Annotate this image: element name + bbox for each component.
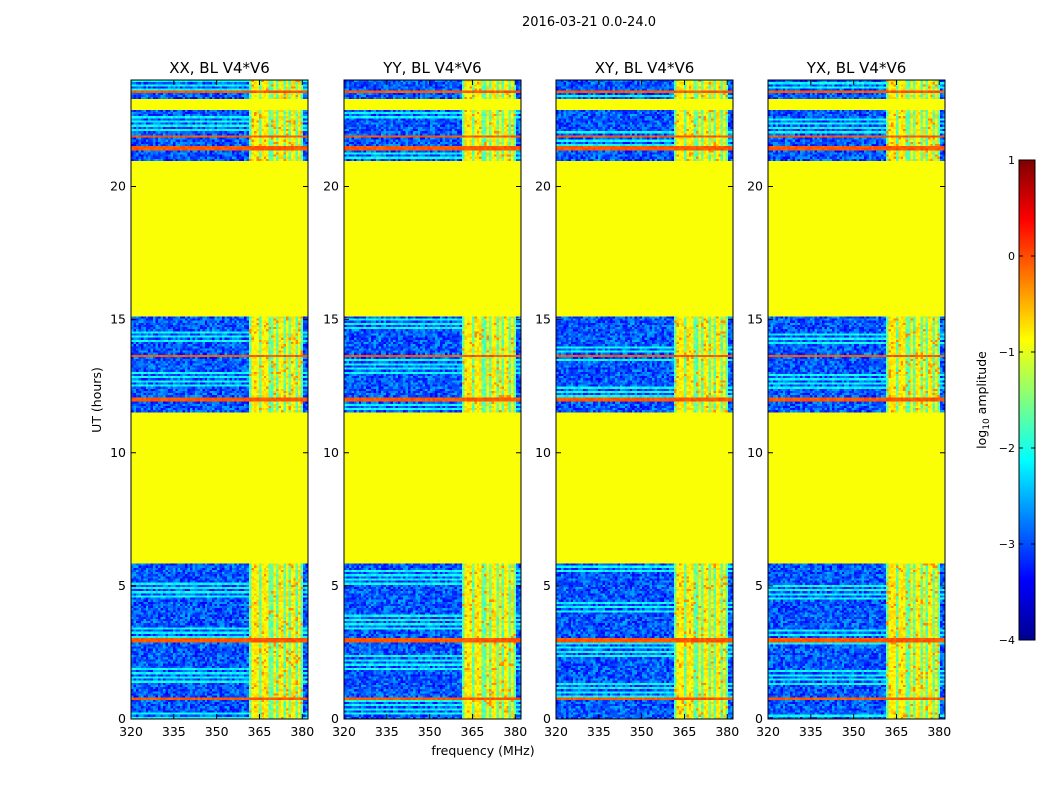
y-tick-label: 20 (535, 179, 551, 194)
y-tick-label: 5 (543, 578, 551, 593)
heatmap-image (344, 80, 521, 719)
x-axis-label: frequency (MHz) (431, 743, 534, 758)
y-tick-label: 15 (110, 312, 126, 327)
colorbar-tick-label: −4 (999, 634, 1015, 647)
x-tick-label: 365 (673, 724, 697, 739)
y-axis-label: UT (hours) (89, 367, 104, 433)
panel-frame (767, 79, 946, 720)
y-tick-label: 10 (747, 445, 763, 460)
colorbar-label-sub: 10 (982, 418, 992, 430)
colorbar-tick-label: 0 (1008, 250, 1015, 263)
panel-title: YY, BL V4*V6 (382, 59, 481, 77)
y-tick-label: 20 (323, 179, 339, 194)
x-tick-label: 380 (503, 724, 527, 739)
x-tick-label: 380 (715, 724, 739, 739)
y-tick-label: 15 (747, 312, 763, 327)
x-tick-label: 320 (756, 724, 780, 739)
panel-frame (130, 79, 309, 720)
y-tick-label: 0 (543, 711, 551, 726)
y-tick-label: 5 (118, 578, 126, 593)
x-tick-label: 365 (248, 724, 272, 739)
x-tick-label: 350 (842, 724, 866, 739)
colorbar-label-rest: amplitude (974, 351, 989, 418)
panel-frame (555, 79, 734, 720)
y-tick-label: 10 (535, 445, 551, 460)
colorbar-tick-label: −3 (999, 538, 1015, 551)
y-tick-label: 10 (110, 445, 126, 460)
colorbar-tick-label: −1 (999, 346, 1015, 359)
x-tick-label: 350 (630, 724, 654, 739)
x-tick-label: 365 (461, 724, 485, 739)
x-tick-label: 320 (544, 724, 568, 739)
y-tick-label: 15 (323, 312, 339, 327)
heatmap-image (556, 80, 733, 719)
x-tick-label: 335 (162, 724, 186, 739)
x-tick-label: 335 (587, 724, 611, 739)
panel-xy: XY, BL V4*V6 320 335 350 365 380 0 5 10 15 20 (535, 59, 739, 739)
y-tick-label: 5 (755, 578, 763, 593)
x-tick-label: 380 (290, 724, 314, 739)
colorbar: log10 amplitude −4 −3 −2 −1 0 1 (974, 154, 1036, 647)
y-tick-label: 20 (747, 179, 763, 194)
colorbar-label-main: log (974, 430, 989, 449)
x-tick-label: 365 (885, 724, 909, 739)
colorbar-tick-label: −2 (999, 442, 1015, 455)
colorbar-gradient (1018, 159, 1036, 641)
y-tick-label: 0 (118, 711, 126, 726)
y-tick-label: 20 (110, 179, 126, 194)
panel-title: YX, BL V4*V6 (806, 59, 907, 77)
panel-title: XY, BL V4*V6 (595, 59, 695, 77)
y-tick-label: 15 (535, 312, 551, 327)
y-tick-label: 0 (331, 711, 339, 726)
panel-yy: YY, BL V4*V6 320 335 350 365 380 0 5 10 15 20 (323, 59, 527, 739)
panel-xx: XX, BL V4*V6 320 335 350 365 380 0 5 10 15 20 (110, 59, 314, 739)
x-tick-label: 380 (927, 724, 951, 739)
x-tick-label: 320 (332, 724, 356, 739)
x-tick-label: 350 (418, 724, 442, 739)
y-tick-label: 0 (755, 711, 763, 726)
x-tick-label: 335 (799, 724, 823, 739)
colorbar-tick-label: 1 (1008, 154, 1015, 167)
heatmap-image (131, 80, 308, 719)
colorbar-label: log10 amplitude (974, 351, 992, 449)
panel-yx: YX, BL V4*V6 320 335 350 365 380 0 5 10 15 20 (747, 59, 951, 739)
panel-frame (343, 79, 522, 720)
x-tick-label: 350 (205, 724, 229, 739)
figure-suptitle: 2016-03-21 0.0-24.0 (522, 15, 656, 30)
y-tick-label: 10 (323, 445, 339, 460)
x-tick-label: 320 (119, 724, 143, 739)
heatmap-image (768, 80, 945, 719)
y-tick-label: 5 (331, 578, 339, 593)
x-tick-label: 335 (375, 724, 399, 739)
panel-title: XX, BL V4*V6 (169, 59, 270, 77)
